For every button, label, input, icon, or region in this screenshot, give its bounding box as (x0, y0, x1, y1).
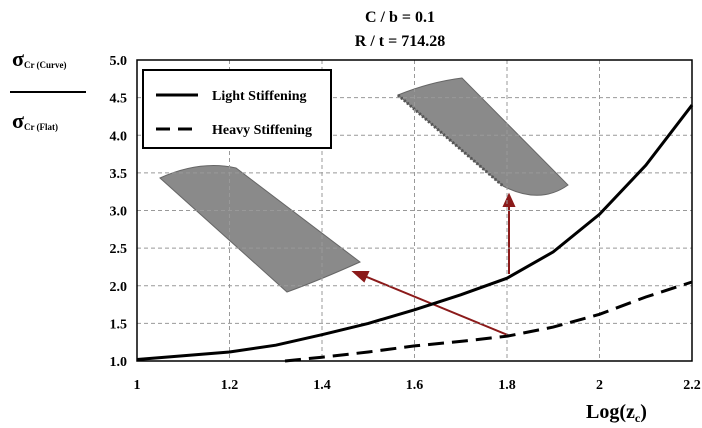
chart: 1.0 1.5 2.0 2.5 3.0 3.5 4.0 4.5 5.0 1 1.2 1.4 1.6 1.8… (0, 0, 702, 428)
y-tick-label: 1.5 (110, 317, 128, 332)
x-tick-label: 1.4 (313, 378, 331, 393)
line-series (285, 282, 692, 361)
y-label-numerator: σCr (Curve) (12, 46, 67, 71)
y-label-denominator: σCr (Flat) (12, 108, 58, 133)
x-axis-label: Log(zc) (586, 401, 647, 425)
x-tick-label: 1.8 (498, 378, 516, 393)
chart-title: C / b = 0.1 (365, 9, 435, 26)
y-tick-label: 2.5 (110, 242, 128, 257)
chart-title: R / t = 714.28 (355, 33, 445, 50)
y-tick-label: 4.5 (110, 92, 128, 107)
legend: Light Stiffening Heavy Stiffening (143, 70, 331, 148)
y-label-denominator-symbol: σ (12, 108, 24, 133)
y-label-numerator-subscript: Cr (Curve) (24, 60, 67, 70)
x-tick-label: 2 (596, 378, 603, 393)
x-tick-label: 1.2 (221, 378, 239, 393)
arrows (354, 195, 514, 336)
y-label-numerator-symbol: σ (12, 46, 24, 71)
x-label-text: Log(z (586, 401, 635, 423)
y-tick-label: 1.0 (110, 355, 128, 370)
y-tick-label: 2.0 (110, 280, 128, 295)
y-tick-label: 5.0 (110, 54, 128, 69)
x-tick-label: 2.2 (683, 378, 701, 393)
x-tick-label: 1 (134, 378, 141, 393)
y-tick-label: 3.5 (110, 167, 128, 182)
y-tick-label: 3.0 (110, 205, 128, 220)
y-tick-label: 4.0 (110, 129, 128, 144)
x-tick-label: 1.6 (406, 378, 424, 393)
x-label-suffix: ) (640, 401, 647, 423)
legend-label: Heavy Stiffening (212, 123, 312, 138)
y-label-denominator-subscript: Cr (Flat) (24, 122, 58, 132)
legend-label: Light Stiffening (212, 89, 307, 104)
